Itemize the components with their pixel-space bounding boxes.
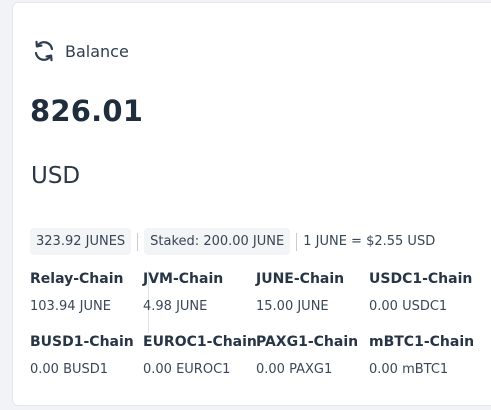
chain-value: 0.00 BUSD1 (30, 362, 109, 377)
chain-name: EUROC1-Chain (143, 334, 257, 350)
chain-item-jvm: JVM-Chain 4.98 JUNE (143, 271, 256, 314)
chain-item-usdc1: USDC1-Chain 0.00 USDC1 (369, 271, 482, 314)
summary-divider (296, 232, 298, 251)
summary-divider (137, 232, 139, 251)
chain-name: mBTC1-Chain (369, 334, 475, 350)
chain-name: JUNE-Chain (256, 271, 345, 287)
balance-header: Balance (32, 39, 129, 63)
chain-name: BUSD1-Chain (30, 334, 134, 350)
chain-name: USDC1-Chain (369, 271, 473, 287)
chain-value: 0.00 mBTC1 (369, 362, 449, 377)
balance-summary: 323.92 JUNES Staked: 200.00 JUNE 1 JUNE … (30, 228, 435, 255)
staked-badge: Staked: 200.00 JUNE (144, 228, 291, 255)
chain-name: Relay-Chain (30, 271, 124, 287)
chain-item-busd1: BUSD1-Chain 0.00 BUSD1 (30, 334, 143, 377)
total-junes-badge: 323.92 JUNES (30, 228, 132, 255)
chain-item-mbtc1: mBTC1-Chain 0.00 mBTC1 (369, 334, 482, 377)
chain-item-paxg1: PAXG1-Chain 0.00 PAXG1 (256, 334, 369, 377)
chain-item-relay: Relay-Chain 103.94 JUNE (30, 271, 143, 314)
chain-value: 15.00 JUNE (256, 299, 329, 314)
chain-name: JVM-Chain (143, 271, 224, 287)
chain-value: 0.00 USDC1 (369, 299, 448, 314)
chain-value: 0.00 EUROC1 (143, 362, 231, 377)
balance-card: Balance 826.01 USD 323.92 JUNES Staked: … (12, 2, 491, 406)
exchange-rate: 1 JUNE = $2.55 USD (303, 234, 436, 249)
balance-label: Balance (65, 41, 129, 61)
chain-value: 0.00 PAXG1 (256, 362, 333, 377)
chain-value: 103.94 JUNE (30, 299, 111, 314)
chain-item-june: JUNE-Chain 15.00 JUNE (256, 271, 369, 314)
chain-name: PAXG1-Chain (256, 334, 359, 350)
balance-currency: USD (31, 163, 81, 189)
refresh-icon[interactable] (32, 39, 56, 63)
balance-amount: 826.01 (30, 94, 144, 128)
chain-value: 4.98 JUNE (143, 299, 208, 314)
column-divider (148, 271, 149, 333)
chain-item-euroc1: EUROC1-Chain 0.00 EUROC1 (143, 334, 257, 377)
